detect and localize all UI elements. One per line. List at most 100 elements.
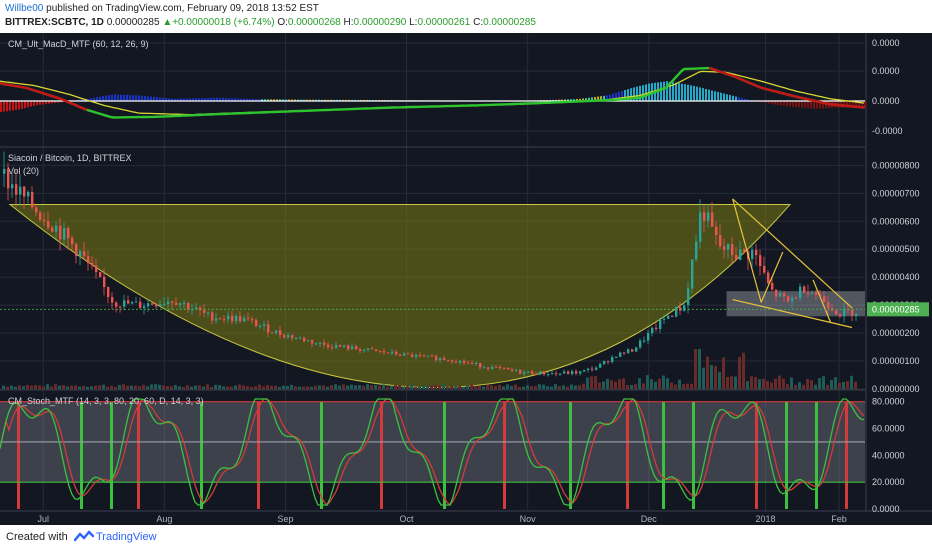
volume-bar — [518, 386, 521, 389]
stoch-axis[interactable]: 80.0000 60.0000 40.0000 20.0000 0.0000 — [872, 397, 905, 514]
volume-bar — [702, 367, 705, 389]
volume-bar — [298, 386, 301, 389]
volume-bar — [38, 385, 41, 389]
macd-histogram-bar — [567, 99, 569, 101]
volume-bar — [214, 384, 217, 389]
macd-histogram-bar — [180, 98, 182, 101]
volume-bar — [738, 357, 741, 389]
macd-histogram-bar — [93, 97, 95, 101]
ohlc-line: BITTREX:SCBTC, 1D 0.00000285 ▲+0.0000001… — [5, 17, 536, 28]
candle-body — [767, 272, 770, 283]
macd-histogram-bar — [201, 98, 203, 101]
macd-histogram-bar — [36, 101, 38, 106]
candle-body — [587, 368, 590, 371]
candle-body — [295, 337, 298, 339]
volume-bar — [238, 384, 241, 389]
chart-canvas[interactable]: CM_Ult_MacD_MTF (60, 12, 26, 9) 0.00000.… — [0, 33, 932, 525]
volume-bar — [654, 381, 657, 389]
stoch-axis-label: 60.0000 — [872, 424, 905, 434]
price-axis[interactable]: 0.00000800 0.00000700 0.00000600 0.00000500… — [872, 160, 920, 394]
stoch-buy-bar — [815, 401, 818, 509]
stoch-pane[interactable]: CM_Stoch_MTF (14, 3, 3, 80, 20, 60, D, 1… — [0, 396, 905, 514]
macd-pane[interactable]: CM_Ult_MacD_MTF (60, 12, 26, 9) 0.00000.… — [0, 38, 903, 136]
volume-bar — [534, 386, 537, 389]
author-link[interactable]: Willbe00 — [5, 3, 44, 14]
tradingview-brand[interactable]: TradingView — [96, 531, 157, 543]
macd-histogram-bar — [690, 85, 692, 101]
low-label: L: — [409, 17, 418, 28]
volume-bar — [342, 384, 345, 389]
macd-histogram-bar — [57, 101, 59, 103]
candle-body — [583, 370, 586, 372]
macd-histogram-bar — [309, 99, 311, 101]
macd-histogram-bar — [864, 101, 866, 108]
macd-histogram-bar — [612, 93, 614, 101]
macd-histogram-bar — [165, 98, 167, 101]
volume-bar — [370, 385, 373, 389]
macd-histogram-bar — [771, 101, 773, 104]
stoch-buy-bar — [110, 401, 113, 509]
macd-histogram-bar — [606, 95, 608, 101]
candle-body — [423, 355, 426, 357]
candle-body — [103, 276, 106, 288]
candle-body — [11, 184, 14, 189]
macd-histogram-bar — [252, 98, 254, 101]
volume-bar — [102, 384, 105, 389]
volume-bar — [282, 385, 285, 389]
candle-body — [591, 368, 594, 370]
tradingview-logo-icon[interactable] — [74, 530, 94, 544]
macd-falling-segment — [708, 66, 866, 109]
candle-body — [327, 344, 330, 348]
macd-histogram-bar — [141, 95, 143, 101]
candle-body — [87, 256, 90, 264]
volume-bar — [626, 384, 629, 389]
volume-bar — [690, 383, 693, 389]
stoch-sell-bar — [503, 401, 506, 509]
macd-histogram-bar — [855, 101, 857, 108]
macd-histogram-bar — [234, 98, 236, 101]
chart-area[interactable]: CM_Ult_MacD_MTF (60, 12, 26, 9) 0.0000 0.… — [0, 33, 932, 525]
volume-bar — [774, 378, 777, 389]
volume-bar — [638, 378, 641, 389]
macd-histogram-bar — [39, 101, 41, 105]
macd-histogram-bar — [846, 101, 848, 108]
volume-bar — [178, 386, 181, 389]
macd-histogram-bar — [111, 94, 113, 101]
volume-bar — [346, 385, 349, 389]
volume-bar — [174, 384, 177, 389]
candle-body — [251, 318, 254, 321]
volume-bar — [130, 385, 133, 389]
macd-price-axis[interactable]: 0.0000 0.0000 0.0000 -0.0000 — [872, 38, 903, 136]
candle-body — [231, 315, 234, 322]
candle-body — [335, 345, 338, 348]
candle-body — [371, 348, 374, 350]
volume-bar — [694, 349, 697, 389]
macd-histogram-bar — [210, 97, 212, 101]
volume-bar — [598, 382, 601, 389]
volume-bar — [190, 386, 193, 389]
time-axis[interactable]: Jul Aug Sep Oct Nov Dec 2018 Feb — [37, 514, 846, 524]
macd-histogram-bar — [42, 101, 44, 105]
volume-bar — [650, 379, 653, 389]
publish-line: Willbe00 published on TradingView.com, F… — [5, 3, 319, 14]
macd-histogram-bar — [594, 96, 596, 101]
macd-histogram-bar — [192, 98, 194, 101]
candle-body — [603, 361, 606, 364]
candle-body — [71, 238, 74, 245]
price-pane[interactable]: Siacoin / Bitcoin, 1D, BITTREX Vol (20) … — [0, 151, 929, 394]
candle-body — [127, 300, 130, 304]
macd-histogram-bar — [621, 90, 623, 101]
candle-body — [111, 297, 114, 303]
candle-body — [175, 302, 178, 305]
price-axis-label: 0.00000600 — [872, 216, 920, 226]
volume-bar — [422, 386, 425, 389]
macd-histogram-bar — [861, 101, 863, 108]
volume-bar — [590, 376, 593, 389]
macd-histogram-bar — [255, 99, 257, 101]
volume-bar — [614, 381, 617, 389]
stoch-buy-bar — [200, 401, 203, 509]
candle-body — [255, 320, 258, 327]
price-axis-label: 0.00000000 — [872, 384, 920, 394]
candle-body — [643, 340, 646, 342]
volume-bar — [754, 377, 757, 389]
